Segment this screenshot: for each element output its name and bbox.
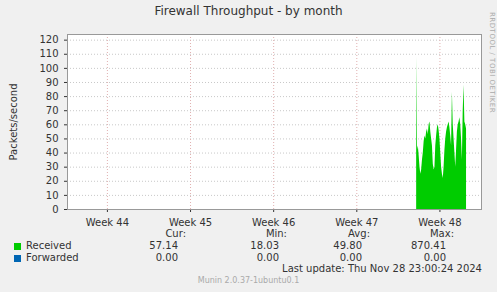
svg-text:70: 70 [46, 105, 59, 116]
html-text:Firewall Throughput - by month: Firewall Throughput - by month [154, 4, 343, 18]
svg-text:Week 46: Week 46 [252, 217, 295, 228]
html-text:18.03: 18.03 [250, 240, 279, 251]
svg-text:90: 90 [46, 77, 59, 88]
svg-text:40: 40 [46, 147, 59, 158]
html-text:Munin 2.0.37-1ubuntu0.1: Munin 2.0.37-1ubuntu0.1 [197, 276, 300, 285]
svg-text:50: 50 [46, 133, 59, 144]
html-text:Cur:: Cur: [165, 228, 186, 239]
html-text:Last update: Thu Nov 28 23:00:: Last update: Thu Nov 28 23:00:24 2024 [282, 263, 482, 274]
svg-text:10: 10 [46, 190, 59, 201]
html-text:0.00: 0.00 [339, 252, 362, 263]
svg-text:30: 30 [46, 161, 59, 172]
html-text:0.00: 0.00 [423, 252, 446, 263]
svg-text:Week 45: Week 45 [169, 217, 212, 228]
html-text:0.00: 0.00 [256, 252, 279, 263]
svg-text:Packets/second: Packets/second [8, 84, 19, 161]
svg-text:Week 47: Week 47 [335, 217, 378, 228]
svg-text:120: 120 [39, 34, 58, 45]
svg-text:Week 48: Week 48 [418, 217, 461, 228]
svg-text:20: 20 [46, 175, 59, 186]
html-text:Forwarded: Forwarded [26, 252, 79, 263]
html-text:Max:: Max: [430, 228, 454, 239]
svg-text:60: 60 [46, 119, 59, 130]
html-text:Received: Received [26, 240, 72, 251]
html-text:Min:: Min: [265, 228, 287, 239]
html-text:0.00: 0.00 [155, 252, 178, 263]
html-text:Avg:: Avg: [348, 228, 370, 239]
svg-text:0: 0 [52, 204, 58, 215]
svg-text:100: 100 [39, 63, 58, 74]
html-text:RRDTOOL / TOBI OETIKER: RRDTOOL / TOBI OETIKER [488, 12, 496, 114]
svg-text:80: 80 [46, 91, 59, 102]
html-text:49.80: 49.80 [333, 240, 362, 251]
html-text:870.41: 870.41 [411, 240, 446, 251]
html-text:57.14: 57.14 [149, 240, 178, 251]
svg-text:110: 110 [39, 48, 58, 59]
svg-text:Week 44: Week 44 [86, 217, 129, 228]
